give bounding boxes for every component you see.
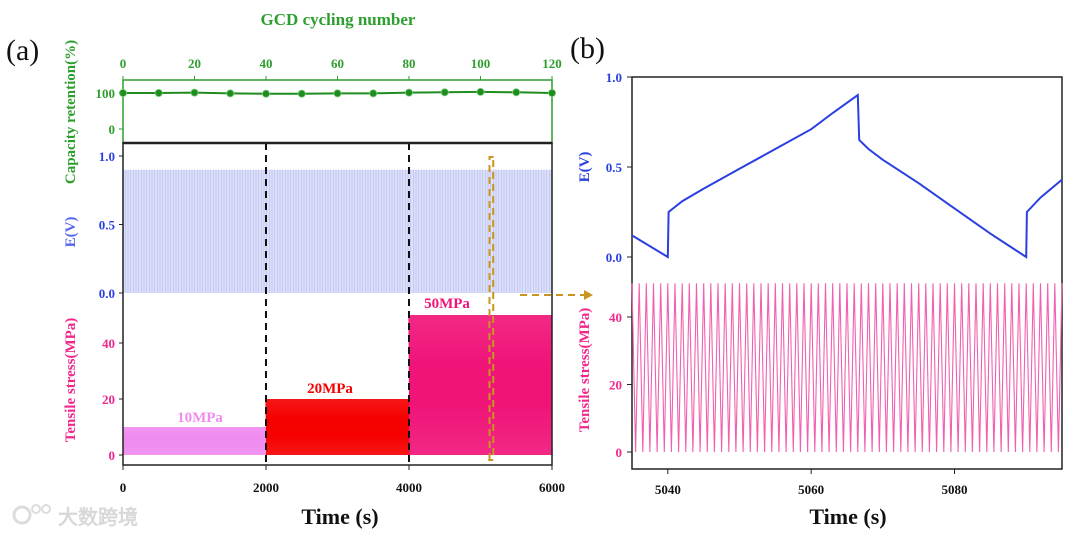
stress-fill-20MPa <box>266 399 409 455</box>
capacity-point <box>261 89 270 98</box>
stress-ytick-label-a: 20 <box>102 392 115 407</box>
capacity-ytick-label: 100 <box>96 86 116 101</box>
watermark-logo: 大数跨境 <box>58 505 138 529</box>
top-xtick-label: 120 <box>542 56 562 71</box>
voltage-ytick-label-b: 1.0 <box>606 70 622 85</box>
stress-label-10mpa: 10MPa <box>177 410 223 426</box>
voltage-curve-b <box>631 93 1063 259</box>
xtick-label-b: 5080 <box>942 482 968 497</box>
stress-label-20mpa: 20MPa <box>307 381 353 397</box>
capacity-point <box>440 88 449 97</box>
stress-fill-10MPa <box>123 427 266 455</box>
stress-fill-50MPa <box>409 315 552 455</box>
capacity-point <box>369 89 378 98</box>
top-xtick-label: 80 <box>403 56 416 71</box>
voltage-ytick-label-b: 0.0 <box>606 250 622 265</box>
capacity-point <box>154 89 163 98</box>
watermark-icon <box>12 504 51 525</box>
zoom-window-box <box>488 156 496 461</box>
chart-marks: 0 100 0 20 40 60 80 100 120 0.0 0.5 1.0 0 20 40 0 2000 40… <box>96 56 1063 497</box>
stress-ylabel-b: Tensile stress(MPa) <box>577 308 593 433</box>
voltage-oscillation-a <box>123 169 552 293</box>
top-xtick-label: 0 <box>120 56 127 71</box>
voltage-ytick-label-a: 1.0 <box>99 149 115 164</box>
capacity-retention-ylabel: Capacity retention(%) <box>63 40 79 184</box>
panel-label-a: (a) <box>6 34 39 67</box>
top-axis-title: GCD cycling number <box>261 10 416 29</box>
stress-ytick-label-b: 40 <box>609 310 622 325</box>
stress-label-50mpa: 50MPa <box>424 296 470 312</box>
main-panel-frame-b <box>631 76 1063 470</box>
stress-ytick-label-a: 0 <box>109 448 116 463</box>
top-xtick-label: 100 <box>471 56 491 71</box>
capacity-point <box>476 87 485 96</box>
xtick-label-a: 6000 <box>539 480 565 495</box>
capacity-point <box>404 88 413 97</box>
capacity-point <box>548 89 557 98</box>
voltage-ylabel-a: E(V) <box>63 217 79 248</box>
xlabel-b: Time (s) <box>809 504 886 529</box>
capacity-point <box>190 88 199 97</box>
stress-ylabel-a: Tensile stress(MPa) <box>63 318 79 443</box>
top-xtick-label: 40 <box>260 56 273 71</box>
panel-label-b: (b) <box>570 32 605 65</box>
voltage-ylabel-b: E(V) <box>577 152 593 183</box>
top-xtick-label: 20 <box>188 56 201 71</box>
capacity-point <box>297 89 306 98</box>
zoom-arrow-head-icon <box>584 290 593 300</box>
top-xtick-label: 60 <box>331 56 344 71</box>
xtick-label-a: 0 <box>120 480 127 495</box>
capacity-point <box>226 89 235 98</box>
capacity-point <box>333 89 342 98</box>
stress-ytick-label-b: 0 <box>616 445 623 460</box>
xlabel-a: Time (s) <box>301 504 378 529</box>
voltage-ytick-label-a: 0.5 <box>99 218 116 233</box>
xtick-label-b: 5060 <box>798 482 824 497</box>
capacity-ytick-label: 0 <box>109 122 116 137</box>
xtick-label-a: 4000 <box>396 480 422 495</box>
xtick-label-a: 2000 <box>253 480 279 495</box>
xtick-label-b: 5040 <box>655 482 681 497</box>
capacity-point <box>512 88 521 97</box>
stress-wave-b <box>631 283 1063 453</box>
voltage-ytick-label-a: 0.0 <box>99 286 115 301</box>
stress-ytick-label-b: 20 <box>609 378 622 393</box>
stress-ytick-label-a: 40 <box>102 336 115 351</box>
voltage-ytick-label-b: 0.5 <box>606 160 623 175</box>
